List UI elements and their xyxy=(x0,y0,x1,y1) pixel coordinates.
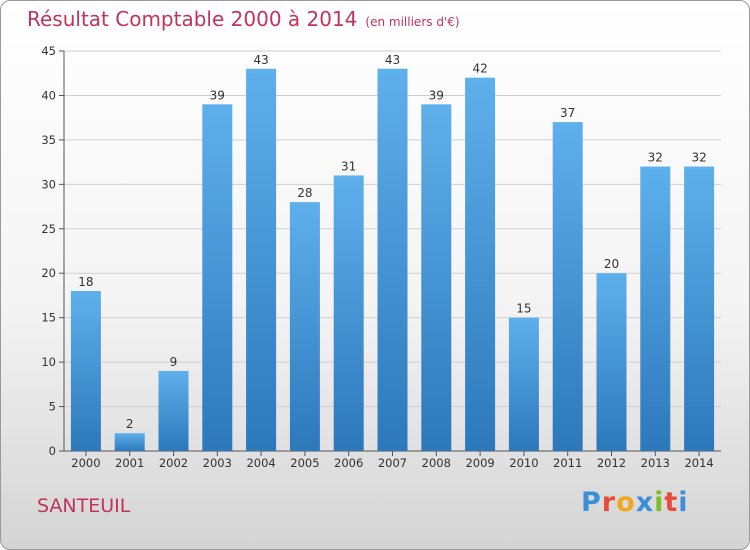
y-tick-label: 45 xyxy=(41,44,56,58)
logo-letter: i xyxy=(678,487,689,518)
bar-value-label: 31 xyxy=(341,159,356,173)
bar xyxy=(114,433,145,451)
logo-letter: i xyxy=(654,487,665,518)
chart-unit-text: (en milliers d'€) xyxy=(365,15,460,29)
x-tick-label: 2014 xyxy=(684,456,713,470)
bar xyxy=(377,68,408,452)
x-tick-label: 2003 xyxy=(203,456,232,470)
bar xyxy=(684,166,715,452)
bar-value-label: 32 xyxy=(691,151,706,165)
y-tick-label: 10 xyxy=(41,355,56,369)
bar xyxy=(158,371,189,451)
x-tick-label: 2006 xyxy=(334,456,363,470)
bar xyxy=(421,104,452,451)
chart-title: Résultat Comptable 2000 à 2014 (en millie… xyxy=(27,7,460,31)
y-tick-label: 30 xyxy=(41,177,56,191)
bar-value-label: 15 xyxy=(516,302,531,316)
x-tick-label: 2000 xyxy=(71,456,100,470)
y-tick-label: 20 xyxy=(41,266,56,280)
y-tick-label: 40 xyxy=(41,88,56,102)
bar-value-label: 39 xyxy=(429,88,444,102)
y-tick-label: 5 xyxy=(49,400,56,414)
bars: 18 2 9 39 43 28 31 43 39 42 15 37 20 32 32 xyxy=(70,53,715,452)
bar xyxy=(246,68,277,452)
bar-value-label: 37 xyxy=(560,106,575,120)
chart-title-text: Résultat Comptable 2000 à 2014 xyxy=(27,7,358,31)
bar-value-label: 2 xyxy=(126,417,134,431)
bar-value-label: 42 xyxy=(472,62,487,76)
x-tick-label: 2001 xyxy=(115,456,144,470)
y-tick-label: 25 xyxy=(41,222,56,236)
bar-value-label: 9 xyxy=(170,355,178,369)
x-tick-label: 2008 xyxy=(422,456,451,470)
logo-letter: P xyxy=(581,487,602,518)
bar-value-label: 28 xyxy=(297,186,312,200)
x-tick-label: 2005 xyxy=(290,456,319,470)
bar xyxy=(465,77,496,452)
bar-value-label: 18 xyxy=(78,275,93,289)
bar-value-label: 32 xyxy=(648,151,663,165)
y-tick-label: 35 xyxy=(41,133,56,147)
place-name: SANTEUIL xyxy=(37,495,131,517)
bar xyxy=(70,291,101,451)
logo-letter: t xyxy=(664,487,679,518)
y-tick-label: 15 xyxy=(41,311,56,325)
x-tick-label: 2007 xyxy=(378,456,407,470)
bar xyxy=(333,175,364,451)
logo-letter: r xyxy=(601,487,617,518)
x-tick-label: 2013 xyxy=(641,456,670,470)
bar xyxy=(202,104,233,451)
proxiti-logo: Proxiti xyxy=(581,487,689,518)
x-tick-label: 2009 xyxy=(465,456,494,470)
bar xyxy=(508,317,539,451)
bar-value-label: 39 xyxy=(210,88,225,102)
bar-value-label: 43 xyxy=(385,53,400,67)
logo-letter: x xyxy=(635,487,655,518)
y-tick-label: 0 xyxy=(49,444,56,458)
bar-value-label: 20 xyxy=(604,257,619,271)
x-tick-label: 2002 xyxy=(159,456,188,470)
x-tick-label: 2010 xyxy=(509,456,538,470)
bar-value-label: 43 xyxy=(253,53,268,67)
x-tick-label: 2011 xyxy=(553,456,582,470)
bar xyxy=(640,166,671,452)
bar xyxy=(289,202,320,451)
bar xyxy=(596,273,627,451)
logo-letter: o xyxy=(616,487,636,518)
x-tick-label: 2012 xyxy=(597,456,626,470)
bar xyxy=(552,122,583,451)
x-tick-label: 2004 xyxy=(246,456,275,470)
